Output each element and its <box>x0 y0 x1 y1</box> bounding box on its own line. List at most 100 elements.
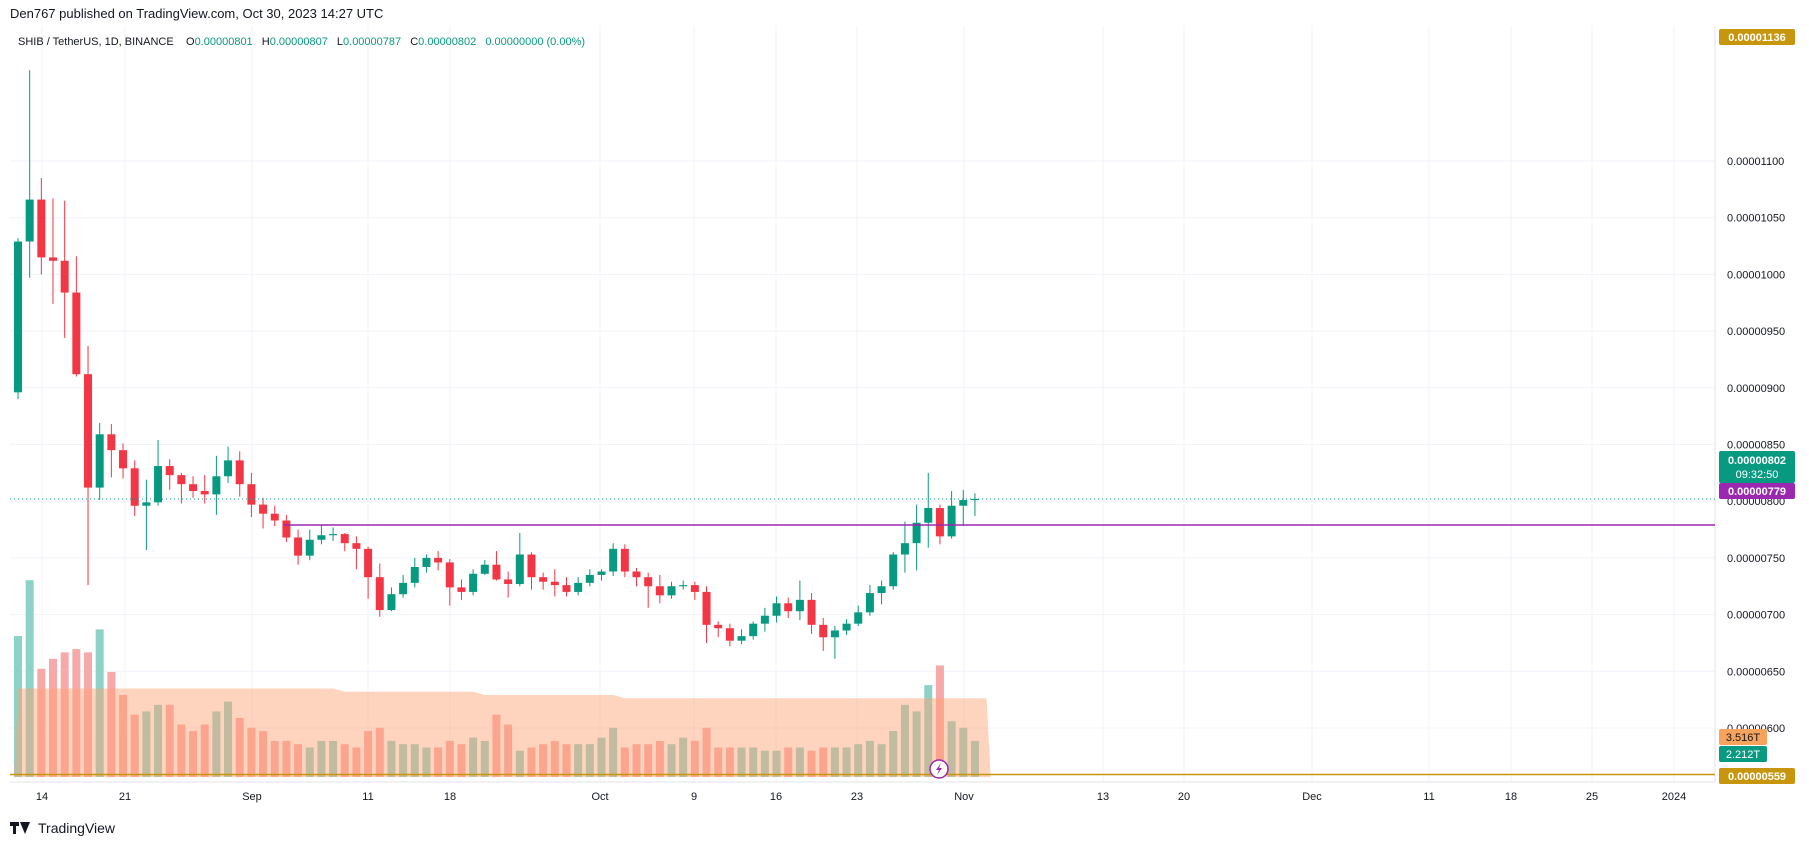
volume-bar <box>609 727 618 777</box>
candle-body <box>457 587 466 592</box>
volume-bar <box>469 737 478 777</box>
candle-body <box>49 257 58 261</box>
bottom-price-tag: 0.00000559 <box>1719 768 1795 784</box>
volume-bar <box>585 744 594 777</box>
candle-body <box>877 586 886 594</box>
price-tick-label: 0.00000950 <box>1727 326 1785 338</box>
candle-body <box>644 577 653 587</box>
chart-grid <box>10 26 1716 783</box>
volume-bar <box>130 714 139 777</box>
volume-bar <box>457 744 466 777</box>
volume-bar <box>247 727 256 777</box>
candle-body <box>492 564 501 580</box>
volume-bar <box>620 747 629 777</box>
volume-bar <box>305 747 314 777</box>
footer: TradingView <box>10 820 115 836</box>
volume-bar <box>819 747 828 777</box>
candle-body <box>37 199 46 258</box>
price-tick-label: 0.00000650 <box>1727 666 1785 678</box>
volume-bar <box>434 747 443 777</box>
volume-bar <box>340 744 349 777</box>
candle-body <box>212 476 221 495</box>
volume-bar <box>865 740 874 777</box>
time-tick-label: 14 <box>36 791 48 803</box>
candle-body <box>970 498 979 501</box>
time-tick-label: 16 <box>770 791 782 803</box>
candle-body <box>25 199 34 242</box>
time-tick-label: 11 <box>1423 791 1434 803</box>
volume-bar <box>947 721 956 777</box>
volume-ma-area <box>14 688 991 777</box>
volume-bar <box>212 711 221 777</box>
time-tick-label: Sep <box>242 791 262 803</box>
volume-bar <box>142 711 151 777</box>
volume-ma-bg <box>1719 746 1767 762</box>
volume-bar <box>714 747 723 777</box>
open-label: O <box>186 36 195 48</box>
volume-bar <box>772 750 781 777</box>
current-price-tag: 0.00000802 09:32:50 <box>1719 451 1795 483</box>
candle-body <box>935 508 944 537</box>
candle-body <box>305 539 314 556</box>
volume-ma-label: 2.212T <box>1726 749 1761 761</box>
volume-bar <box>154 704 163 777</box>
volume-bar <box>562 744 571 777</box>
candle-body <box>177 475 186 485</box>
volume-ma-layer <box>14 688 991 777</box>
tradingview-logo-icon <box>10 822 32 834</box>
current-price-bg <box>1719 451 1795 483</box>
candle-body <box>574 582 583 592</box>
low-value: 0.00000787 <box>343 36 401 48</box>
candle-body <box>585 574 594 583</box>
svg-text:O0.00000801 H0.00000807: O0.00000801 H0.00000807 L0.00000787 C0.0… <box>186 36 585 48</box>
volume-bar <box>224 701 233 777</box>
candle-body <box>819 624 828 638</box>
candle-body <box>620 548 629 572</box>
candle-body <box>854 612 863 624</box>
volume-bar <box>352 747 361 777</box>
candle-body <box>165 466 174 476</box>
volume-bar <box>900 704 909 777</box>
candle-body <box>714 624 723 629</box>
overlays <box>10 498 1715 776</box>
volume-bar <box>49 658 58 777</box>
price-tick-label: 0.00000750 <box>1727 553 1785 565</box>
bottom-price-bg <box>1719 768 1795 784</box>
lightning-icon[interactable] <box>929 759 949 779</box>
low-label: L <box>337 36 343 48</box>
candlestick-chart[interactable]: 0.00001100 0.00001050 0.00001000 0.00000950… <box>0 0 1809 820</box>
candle-body <box>130 468 139 506</box>
candle-body <box>539 577 548 582</box>
volume-bar <box>935 665 944 777</box>
volume-bar <box>422 747 431 777</box>
volume-bar <box>410 744 419 777</box>
volume-bar <box>445 740 454 777</box>
volume-bar <box>119 695 128 777</box>
volume-bar <box>235 717 244 777</box>
candle-body <box>142 502 151 506</box>
candle-body <box>422 557 431 567</box>
time-tick-label: 2024 <box>1662 791 1686 803</box>
volume-bar <box>399 744 408 777</box>
volume-bar <box>37 668 46 777</box>
legend: SHIB / TetherUS, 1D, BINANCE O0.00000801… <box>18 36 585 48</box>
volume-bar <box>667 744 676 777</box>
volume-bar <box>632 744 641 777</box>
candle-body <box>270 513 279 521</box>
volume-bar <box>725 747 734 777</box>
candle-body <box>282 520 291 538</box>
candle-body <box>865 593 874 613</box>
candle-body <box>772 603 781 616</box>
volume-bar <box>959 727 968 777</box>
volume-bar <box>107 672 116 777</box>
countdown-label: 09:32:50 <box>1736 469 1779 481</box>
volume-bar <box>84 652 93 777</box>
top-price-label: 0.00001136 <box>1728 32 1786 44</box>
volume-bar <box>760 750 769 777</box>
volume-bar <box>177 724 186 777</box>
candle-body <box>900 543 909 555</box>
volume-bar <box>597 737 606 777</box>
volume-bar <box>60 652 69 777</box>
volume-bar <box>25 580 34 777</box>
candle-body <box>667 586 676 596</box>
